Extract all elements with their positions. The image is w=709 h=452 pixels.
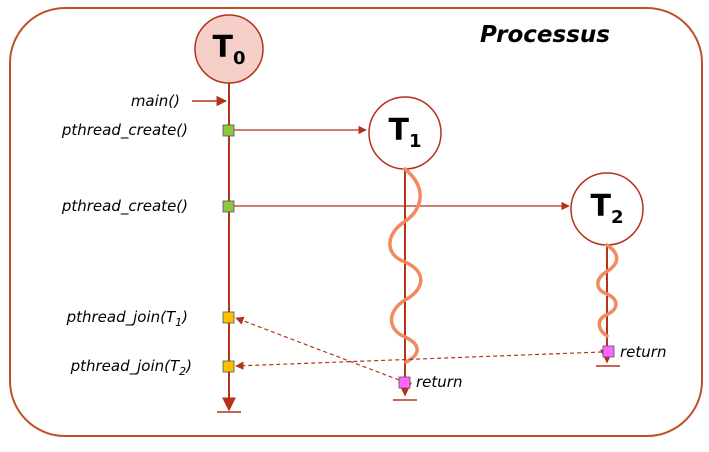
process-frame bbox=[9, 7, 703, 437]
t2-return-marker bbox=[602, 345, 615, 358]
join1-marker bbox=[222, 311, 235, 324]
t1-label: T1 bbox=[388, 113, 422, 152]
t1-wave bbox=[388, 167, 423, 364]
t2-return-label: return bbox=[620, 343, 667, 361]
t0-label: T0 bbox=[212, 30, 246, 69]
t0-circle bbox=[194, 14, 264, 84]
t1-return-marker bbox=[398, 376, 411, 389]
create1-call-label: pthread_create() bbox=[61, 121, 188, 139]
join2-dashed-arrow bbox=[235, 351, 603, 370]
join2-call-label: pthread_join(T2) bbox=[70, 357, 192, 378]
join1-dashed-arrow bbox=[235, 316, 400, 381]
t2-wave bbox=[596, 243, 619, 338]
main-call-label: main() bbox=[130, 92, 180, 110]
create2-marker bbox=[222, 200, 235, 213]
create1-marker bbox=[222, 124, 235, 137]
join1-call-label: pthread_join(T1) bbox=[66, 308, 188, 329]
t2-label: T2 bbox=[590, 189, 624, 228]
t1-return-label: return bbox=[416, 373, 463, 391]
create2-call-label: pthread_create() bbox=[61, 197, 188, 215]
join2-marker bbox=[222, 360, 235, 373]
process-title: Processus bbox=[480, 22, 610, 48]
